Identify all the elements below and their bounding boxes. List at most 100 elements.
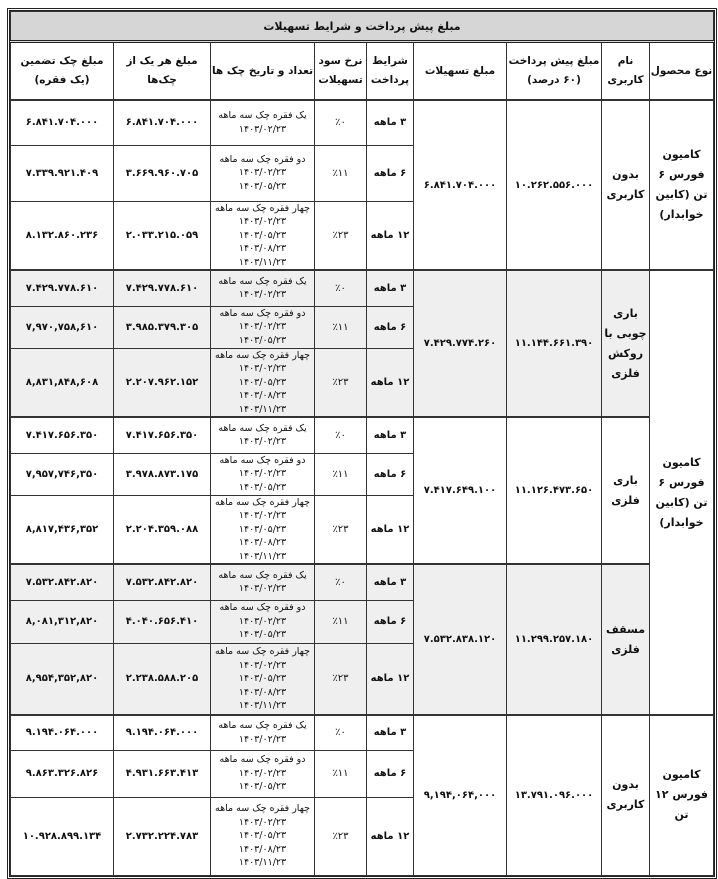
- guarantee-check-cell: ۱۰.۹۲۸.۸۹۹.۱۳۴: [10, 796, 114, 876]
- payment-term-cell: ۳ ماهه: [366, 714, 414, 751]
- table-row: ۶ ماهه ٪۱۱ دو فقره چک سه ماهه ۱۴۰۳/۰۲/۲۳ ۱۴۰…: [10, 452, 714, 496]
- table-row: کامیون فورس ۱۲ تن بدون کاربری ۱۳.۷۹۱.۰۹۶.۰…: [10, 714, 714, 876]
- checks-cell: چهار فقره چک سه ماهه ۱۴۰۳/۰۲/۲۳ ۱۴۰۳/۰۵/۲۳…: [210, 347, 315, 418]
- checks-description: یک فقره چک سه ماهه: [218, 275, 307, 287]
- prepayment-cell: ۱۱.۲۹۹.۲۵۷.۱۸۰: [506, 563, 602, 716]
- guarantee-check-cell: ۸.۱۳۲.۸۶۰.۲۳۶: [10, 200, 114, 271]
- table-row: ۶ ماهه ٪۱۱ دو فقره چک سه ماهه ۱۴۰۳/۰۲/۲۳ ۱۴۰…: [10, 305, 714, 349]
- check-date: ۱۴۰۳/۰۲/۲۳: [238, 436, 287, 448]
- checks-description: چهار فقره چک سه ماهه: [215, 803, 310, 815]
- interest-rate-cell: ٪۲۳: [314, 642, 367, 716]
- checks-cell: دو فقره چک سه ماهه ۱۴۰۳/۰۲/۲۳ ۱۴۰۳/۰۵/۲۳: [210, 144, 315, 202]
- check-date: ۱۴۰۳/۰۵/۲۳: [238, 229, 287, 241]
- check-date: ۱۴۰۳/۰۲/۲۳: [238, 583, 287, 595]
- checks-description: یک فقره چک سه ماهه: [218, 422, 307, 434]
- check-date: ۱۴۰۳/۱۱/۲۳: [238, 256, 287, 268]
- checks-description: دو فقره چک سه ماهه: [219, 602, 306, 614]
- guarantee-check-cell: ۷.۴۲۹.۷۷۸.۶۱۰: [10, 269, 114, 307]
- table-row: کامیون فورس ۶ تن (کابین خوابدار) بدون کار…: [10, 99, 714, 271]
- each-check-amount-cell: ۳.۶۶۹.۹۶۰.۷۰۵: [113, 144, 211, 202]
- header-product-type: نوع محصول: [649, 41, 714, 101]
- check-date: ۱۴۰۳/۰۲/۲۳: [238, 321, 287, 333]
- each-check-amount-cell: ۴.۰۴۰.۶۵۶.۴۱۰: [113, 599, 211, 644]
- product-type-cell: کامیون فورس ۶ تن (کابین خوابدار): [649, 99, 714, 271]
- prepayment-cell: ۱۱.۱۴۴.۶۶۱.۳۹۰: [506, 269, 602, 418]
- interest-rate-cell: ٪۰: [314, 416, 367, 454]
- checks-cell: یک فقره چک سه ماهه ۱۴۰۳/۰۲/۲۳: [210, 714, 315, 751]
- guarantee-check-cell: ۷.۳۳۹.۹۲۱.۴۰۹: [10, 144, 114, 202]
- table-row: ۱۲ ماهه ٪۲۳ چهار فقره چک سه ماهه ۱۴۰۳/۰۲/۲۳…: [10, 347, 714, 418]
- header-guarantee-note: (یک فقره): [34, 74, 90, 86]
- table-row: کامیون فورس ۶ تن (کابین خوابدار) باری چوب…: [10, 269, 714, 716]
- checks-description: دو فقره چک سه ماهه: [219, 153, 306, 165]
- checks-cell: یک فقره چک سه ماهه ۱۴۰۳/۰۲/۲۳: [210, 563, 315, 601]
- check-date: ۱۴۰۳/۰۵/۲۳: [238, 180, 287, 192]
- payment-term-cell: ۶ ماهه: [366, 305, 414, 349]
- each-check-amount-cell: ۷.۴۲۹.۷۷۸.۶۱۰: [113, 269, 211, 307]
- guarantee-check-cell: ۸,۸۱۷,۴۳۶,۳۵۲: [10, 494, 114, 565]
- prepayment-cell: ۱۱.۱۲۶.۴۷۳.۶۵۰: [506, 416, 602, 565]
- check-date: ۱۴۰۳/۱۱/۲۳: [238, 403, 287, 415]
- check-date: ۱۴۰۳/۰۲/۲۳: [238, 767, 287, 779]
- facility-cell: ۹,۱۹۴,۰۶۴,۰۰۰: [413, 714, 507, 876]
- payment-term-cell: ۳ ماهه: [366, 99, 414, 146]
- prepayment-cell: ۱۰.۲۶۲.۵۵۶.۰۰۰: [506, 99, 602, 271]
- check-date: ۱۴۰۳/۰۸/۲۳: [238, 686, 287, 698]
- guarantee-check-cell: ۷.۵۳۲.۸۴۲.۸۲۰: [10, 563, 114, 601]
- interest-rate-cell: ٪۰: [314, 99, 367, 146]
- usage-name-cell: باری چوبی با روکش فلزی: [601, 269, 650, 418]
- usage-name-cell: بدون کاربری: [601, 714, 650, 876]
- checks-description: یک فقره چک سه ماهه: [218, 569, 307, 581]
- payment-term-cell: ۱۲ ماهه: [366, 200, 414, 271]
- check-date: ۱۴۰۳/۰۵/۲۳: [238, 376, 287, 388]
- guarantee-check-cell: ۷,۹۵۷,۷۴۶,۳۵۰: [10, 452, 114, 496]
- check-date: ۱۴۰۳/۰۲/۲۳: [238, 510, 287, 521]
- payment-term-cell: ۱۲ ماهه: [366, 347, 414, 418]
- interest-rate-cell: ٪۱۱: [314, 305, 367, 349]
- check-date: ۱۴۰۳/۰۲/۲۳: [238, 167, 287, 179]
- check-date: ۱۴۰۳/۰۵/۲۳: [238, 523, 287, 535]
- payment-term-cell: ۱۲ ماهه: [366, 494, 414, 565]
- checks-cell: چهار فقره چک سه ماهه ۱۴۰۳/۰۲/۲۳ ۱۴۰۳/۰۵/۲۳…: [210, 796, 315, 876]
- check-date: ۱۴۰۳/۰۲/۲۳: [238, 123, 287, 135]
- checks-description: دو فقره چک سه ماهه: [219, 754, 306, 766]
- check-date: ۱۴۰۳/۰۸/۲۳: [238, 243, 287, 254]
- interest-rate-cell: ٪۰: [314, 714, 367, 751]
- header-prepayment-label: مبلغ پیش پرداخت: [508, 55, 600, 67]
- checks-cell: چهار فقره چک سه ماهه ۱۴۰۳/۰۲/۲۳ ۱۴۰۳/۰۵/۲۳…: [210, 200, 315, 271]
- header-guarantee-label: مبلغ چک تضمین: [20, 55, 104, 67]
- check-date: ۱۴۰۳/۰۸/۲۳: [238, 537, 287, 548]
- check-date: ۱۴۰۳/۰۲/۲۳: [238, 468, 287, 480]
- check-date: ۱۴۰۳/۰۸/۲۳: [238, 390, 287, 401]
- table-row: ۱۲ ماهه ٪۲۳ چهار فقره چک سه ماهه ۱۴۰۳/۰۲/۲۳…: [10, 494, 714, 565]
- checks-cell: دو فقره چک سه ماهه ۱۴۰۳/۰۲/۲۳ ۱۴۰۳/۰۵/۲۳: [210, 599, 315, 644]
- checks-description: چهار فقره چک سه ماهه: [215, 496, 310, 508]
- header-interest-rate: نرخ سود تسهیلات: [314, 41, 367, 101]
- payment-term-cell: ۶ ماهه: [366, 144, 414, 202]
- product-type-cell: کامیون فورس ۱۲ تن: [649, 714, 714, 876]
- check-date: ۱۴۰۳/۰۲/۲۳: [238, 733, 287, 745]
- product-type-cell: کامیون فورس ۶ تن (کابین خوابدار): [649, 269, 714, 716]
- checks-cell: دو فقره چک سه ماهه ۱۴۰۳/۰۲/۲۳ ۱۴۰۳/۰۵/۲۳: [210, 749, 315, 798]
- check-date: ۱۴۰۳/۱۱/۲۳: [238, 700, 287, 711]
- table-row: باری فلزی ۱۱.۱۲۶.۴۷۳.۶۵۰ ۷.۴۱۷.۶۴۹.۱۰۰ ۳ ما…: [10, 416, 714, 565]
- interest-rate-cell: ٪۲۳: [314, 347, 367, 418]
- facilities-table-container: مبلغ پیش پرداخت و شرایط تسهیلات نوع محصو…: [7, 8, 717, 879]
- check-date: ۱۴۰۳/۰۸/۲۳: [238, 843, 287, 855]
- header-usage-name: نام کاربری: [601, 41, 650, 101]
- check-date: ۱۴۰۳/۰۲/۲۳: [238, 216, 287, 227]
- payment-term-cell: ۶ ماهه: [366, 599, 414, 644]
- checks-description: یک فقره چک سه ماهه: [218, 720, 307, 732]
- usage-name-cell: مسقف فلزی: [601, 563, 650, 716]
- table-row: ۶ ماهه ٪۱۱ دو فقره چک سه ماهه ۱۴۰۳/۰۲/۲۳ ۱۴۰…: [10, 749, 714, 798]
- checks-description: چهار فقره چک سه ماهه: [215, 646, 310, 657]
- payment-term-cell: ۳ ماهه: [366, 416, 414, 454]
- each-check-amount-cell: ۷.۵۳۲.۸۴۲.۸۲۰: [113, 563, 211, 601]
- check-date: ۱۴۰۳/۰۵/۲۳: [238, 629, 287, 641]
- usage-name-cell: بدون کاربری: [601, 99, 650, 271]
- checks-description: دو فقره چک سه ماهه: [219, 454, 306, 466]
- each-check-amount-cell: ۶.۸۴۱.۷۰۴.۰۰۰: [113, 99, 211, 146]
- guarantee-check-cell: ۸,۸۳۱,۸۴۸,۶۰۸: [10, 347, 114, 418]
- guarantee-check-cell: ۷.۴۱۷.۶۵۶.۳۵۰: [10, 416, 114, 454]
- checks-cell: چهار فقره چک سه ماهه ۱۴۰۳/۰۲/۲۳ ۱۴۰۳/۰۵/۲۳…: [210, 642, 315, 716]
